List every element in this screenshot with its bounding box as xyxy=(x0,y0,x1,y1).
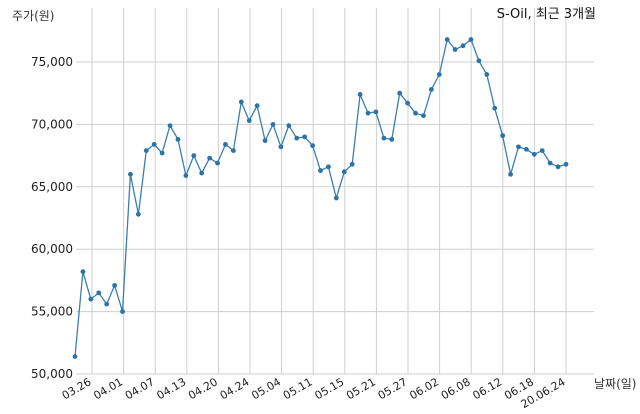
data-point xyxy=(207,155,213,161)
data-point xyxy=(151,141,157,147)
data-point xyxy=(318,168,323,173)
chart-title: S-Oil, 최근 3개월 xyxy=(497,7,596,22)
data-point xyxy=(333,195,339,201)
x-tick-label: 06.02 xyxy=(407,375,441,402)
data-point xyxy=(460,43,466,49)
price-line xyxy=(74,38,567,357)
data-point xyxy=(286,123,292,129)
x-tick-label: 04.20 xyxy=(186,375,220,402)
data-point xyxy=(326,164,331,170)
data-point xyxy=(199,170,205,176)
data-point xyxy=(341,169,347,175)
data-point xyxy=(349,161,355,167)
y-tick-label: 50,000 xyxy=(31,367,73,381)
data-point xyxy=(468,37,474,42)
data-point xyxy=(223,141,228,147)
y-tick-label: 65,000 xyxy=(31,180,73,194)
y-tick-label: 70,000 xyxy=(31,117,73,131)
data-point xyxy=(310,143,315,149)
x-tick-label: 05.21 xyxy=(344,375,378,402)
x-tick-label: 05.27 xyxy=(376,375,410,402)
data-point xyxy=(508,171,513,177)
x-tick-label: 04.01 xyxy=(91,375,125,402)
x-tick-labels: 03.2604.0104.0704.1304.2004.2405.0405.11… xyxy=(60,375,568,411)
data-point xyxy=(278,144,284,150)
x-tick-label: 04.24 xyxy=(218,375,252,402)
data-point xyxy=(238,99,244,105)
y-tick-label: 75,000 xyxy=(31,55,73,69)
x-axis-label: 날짜(일) xyxy=(594,377,636,391)
data-points xyxy=(72,37,569,359)
data-point xyxy=(413,110,418,116)
data-point xyxy=(516,144,521,150)
x-tick-label: 04.13 xyxy=(155,375,189,402)
data-point xyxy=(120,309,125,314)
data-point xyxy=(389,136,395,142)
data-point xyxy=(104,301,110,307)
data-point xyxy=(476,58,482,64)
data-point xyxy=(373,109,379,115)
data-point xyxy=(72,354,78,359)
data-point xyxy=(428,87,434,92)
data-point xyxy=(421,113,426,119)
data-point xyxy=(135,211,141,217)
data-point xyxy=(80,269,86,275)
data-point xyxy=(270,122,276,127)
x-tick-label: 06.12 xyxy=(471,375,505,402)
data-point xyxy=(294,135,300,141)
data-point xyxy=(397,90,403,96)
data-point xyxy=(381,135,387,141)
data-point xyxy=(112,282,117,288)
data-point xyxy=(563,161,569,167)
y-tick-label: 55,000 xyxy=(31,305,73,319)
data-point xyxy=(215,160,220,166)
data-point xyxy=(524,146,529,152)
data-point xyxy=(246,118,252,124)
data-point xyxy=(452,47,458,52)
data-point xyxy=(531,151,537,157)
data-point xyxy=(555,164,561,170)
grid-layer xyxy=(76,8,594,375)
data-point xyxy=(183,173,189,178)
x-tick-label: 05.04 xyxy=(249,375,283,402)
data-point xyxy=(254,103,260,109)
data-point xyxy=(405,100,411,106)
y-tick-labels: 50,000 55,000 60,000 65,000 70,000 75,000 xyxy=(31,55,73,381)
data-point xyxy=(191,153,197,159)
x-tick-label: 04.07 xyxy=(123,375,157,402)
data-point xyxy=(436,72,442,77)
data-point xyxy=(365,110,371,116)
data-point xyxy=(444,37,450,42)
data-point xyxy=(128,171,133,177)
data-point xyxy=(159,150,165,156)
data-point xyxy=(88,296,94,302)
data-point xyxy=(539,148,545,154)
data-point xyxy=(500,133,506,139)
data-point xyxy=(492,105,498,111)
data-point xyxy=(96,290,102,296)
data-point xyxy=(484,72,490,77)
y-tick-label: 60,000 xyxy=(31,242,73,256)
y-axis-label: 주가(원) xyxy=(12,9,54,23)
data-point xyxy=(547,160,553,166)
x-tick-label: 05.15 xyxy=(313,375,347,402)
data-point xyxy=(262,138,268,144)
x-tick-label: 06.08 xyxy=(439,375,473,402)
data-point xyxy=(230,148,236,154)
data-point xyxy=(167,123,173,129)
data-point xyxy=(143,148,149,154)
data-point xyxy=(357,92,363,97)
data-point xyxy=(175,136,181,142)
data-point xyxy=(302,134,308,140)
x-tick-label: 05.11 xyxy=(281,375,315,402)
